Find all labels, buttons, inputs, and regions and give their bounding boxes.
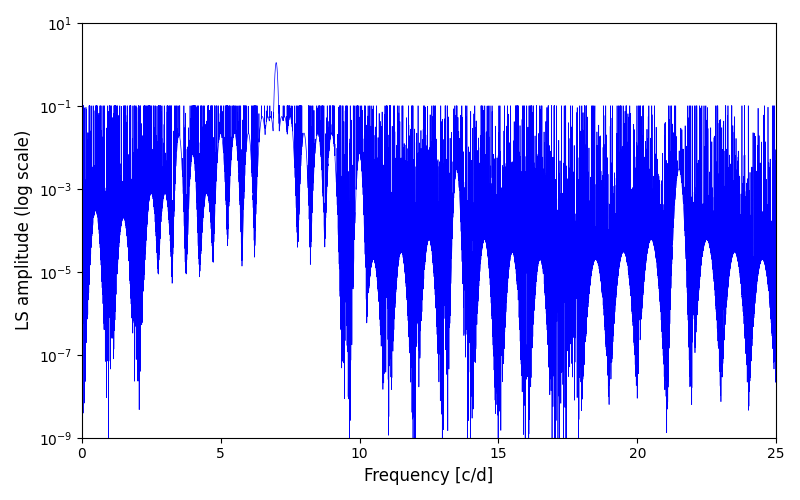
Y-axis label: LS amplitude (log scale): LS amplitude (log scale) bbox=[15, 130, 33, 330]
X-axis label: Frequency [c/d]: Frequency [c/d] bbox=[364, 467, 494, 485]
